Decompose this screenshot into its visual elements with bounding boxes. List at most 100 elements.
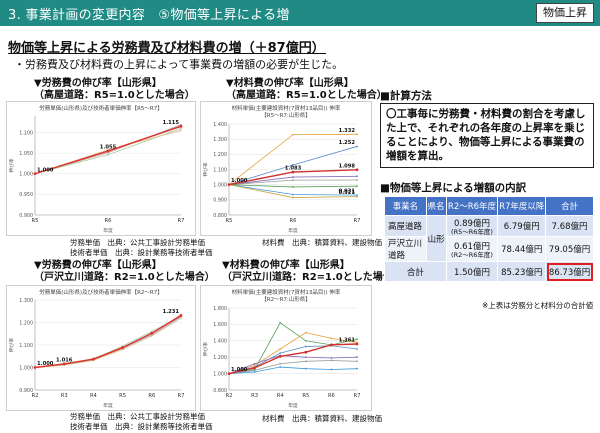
chart-bl-source-engineer: 技術者単価 出典：設計業務等技術者単価 [70,422,213,431]
row-tozawa-period-value: 0.61億円 [454,241,490,252]
data-point [292,179,294,182]
data-point [179,314,183,317]
data-label: 1.055 [100,145,117,151]
data-point [356,185,358,188]
data-point [121,348,124,351]
y-tick-label: 1.200 [213,152,227,158]
table-total-row: 合計 1.50億円 85.23億円 86.73億円 [384,261,594,282]
method-text: 〇工事毎に労務費・材料費の割合を考慮した上で、それぞれの各年度の上昇率を乗じるこ… [386,108,586,162]
x-tick-label: R4 [90,393,98,399]
y-tick-label: 1.050 [19,151,33,157]
data-point [330,359,333,362]
data-point [292,186,294,188]
chart-tl-source: 労務単価 出典：公共工事設計労務単価 技術者単価 出典：設計業務等技術者単価 [70,238,213,258]
data-point [304,367,307,370]
subtitle-underline [8,53,326,54]
data-point [356,356,358,359]
x-tick-label: R5 [119,393,126,399]
data-point [356,348,358,350]
col-header-later: R7年度以降 [497,196,547,216]
x-tick-label: R7 [354,218,361,224]
data-point [150,330,153,333]
series-line [228,360,358,374]
data-point [180,127,182,130]
data-point [253,369,256,372]
data-point [253,362,256,365]
data-label: 1.000 [37,167,54,173]
data-point [330,357,333,359]
data-label: 1.098 [339,163,356,169]
data-point [107,153,109,156]
x-tick-label: R2 [32,393,39,399]
y-axis-title: 伸び率 [8,338,15,353]
method-box: 〇工事毎に労務費・材料費の割合を考慮した上で、それぞれの各年度の上昇率を乗じるこ… [380,103,594,168]
header-bar: 3. 事業計画の変更内容 ⑤物価等上昇による増 物価上昇 [0,0,600,26]
data-point [304,339,307,342]
y-tick-label: 0.900 [213,198,227,204]
data-point [253,364,256,367]
col-header-project: 事業名 [384,196,427,216]
chart-title: 材料単価(主要建設資材(7資材13品目)) 伸率 [232,288,341,296]
row-takaya-total: 7.68億円 [545,215,594,237]
data-label: 1.000 [231,178,248,184]
data-point [278,354,282,358]
row-total-name: 合計 [384,261,447,282]
data-label: 1.332 [339,128,356,134]
data-point [304,360,307,363]
data-point [180,317,182,319]
labor-rate-chart-tozawa: 労務単価(山形県)及び技術者単価伸率【R2～R7】 0.900 1.000 1.100… [8,288,184,409]
y-tick-label: 1.400 [213,122,227,128]
chart-subtitle: 【R2～R7:山形県】 [261,295,311,303]
chart-subtitle: 【R5～R7:山形県】 [261,111,311,119]
row-takaya-period: 0.89億円 (R5～R6年度) [445,215,499,237]
data-point [227,183,231,187]
data-point [92,357,95,361]
col-header-prefecture: 県名 [425,196,447,216]
data-point [292,196,294,199]
chart-bl-source-labor: 労務単価 出典：公共工事設計労務単価 [70,412,205,421]
material-rate-chart-takaya: 材料単価(主要建設資材(7資材13品目)) 伸率【R5～R7:山形県】 0.800… [202,104,361,234]
data-point [355,342,359,346]
section-subtitle: 物価等上昇による労務費及び材料費の増（＋87億円） [8,41,325,56]
data-point [304,350,308,354]
chart-title: 材料単価(主要建設資材(7資材13品目)) 伸率 [232,104,341,112]
material-rate-chart-tozawa: 材料単価(主要建設資材(7資材13品目)) 伸率【R2～R7:山形県】 0.800… [202,288,360,409]
row-total-sum: 86.73億円 [545,261,594,282]
data-point [180,129,182,132]
chart-br-title: ▼材料費の伸び率【山形県】 [222,260,350,271]
series-line [228,343,358,375]
data-point [330,368,333,371]
y-tick-label: 1.000 [19,365,33,371]
y-tick-label: 1.600 [213,322,227,328]
data-label: 0.931 [339,189,356,195]
labor-rate-chart-takaya: 労務単価(山形県)及び技術者単価伸率【R5～R7】 0.900 0.950 1.000… [8,104,184,234]
chart-bl-title: ▼労務費の伸び率【山形県】 [34,260,162,271]
row-total-later: 85.23億円 [497,261,547,282]
series-line [34,317,182,368]
data-point [292,193,294,196]
y-tick-label: 0.800 [213,213,227,219]
y-tick-label: 1.200 [19,320,33,326]
y-tick-label: 0.800 [213,388,227,394]
breakdown-table: 事業名 県名 R2～R6年度 R7年度以降 合計 高屋道路 山形 0.89億円 … [384,196,594,282]
data-point [356,175,358,178]
x-tick-label: R6 [290,218,297,224]
chart-br-heading: ▼材料費の伸び率【山形県】 （戸沢立川道路：R2=1.0とした場合） [222,260,403,284]
row-tozawa-name: 戸沢立川道路 [384,236,427,262]
chart-bl-frame: 労務単価(山形県)及び技術者単価伸率【R2～R7】 0.900 1.000 1.100… [6,285,196,411]
series-line [228,366,358,374]
chart-tl-subtitle: （高屋道路：R5=1.0とした場合） [34,90,195,101]
table-header-row: 事業名 県名 R2～R6年度 R7年度以降 合計 [384,196,594,216]
y-tick-label: 0.900 [19,213,33,219]
data-point [292,176,294,178]
chart-bl-heading: ▼労務費の伸び率【山形県】 （戸沢立川道路：R2=1.0とした場合） [34,260,215,284]
breakdown-heading: ■物価等上昇による増額の内訳 [380,182,527,194]
series-line [228,355,358,374]
y-tick-label: 0.900 [19,388,33,394]
x-axis-title: 年度 [103,227,113,234]
y-tick-label: 1.100 [213,167,227,173]
x-tick-label: R6 [148,393,155,399]
data-label: 1.361 [339,337,356,343]
data-point [356,194,358,197]
data-point [291,170,295,174]
